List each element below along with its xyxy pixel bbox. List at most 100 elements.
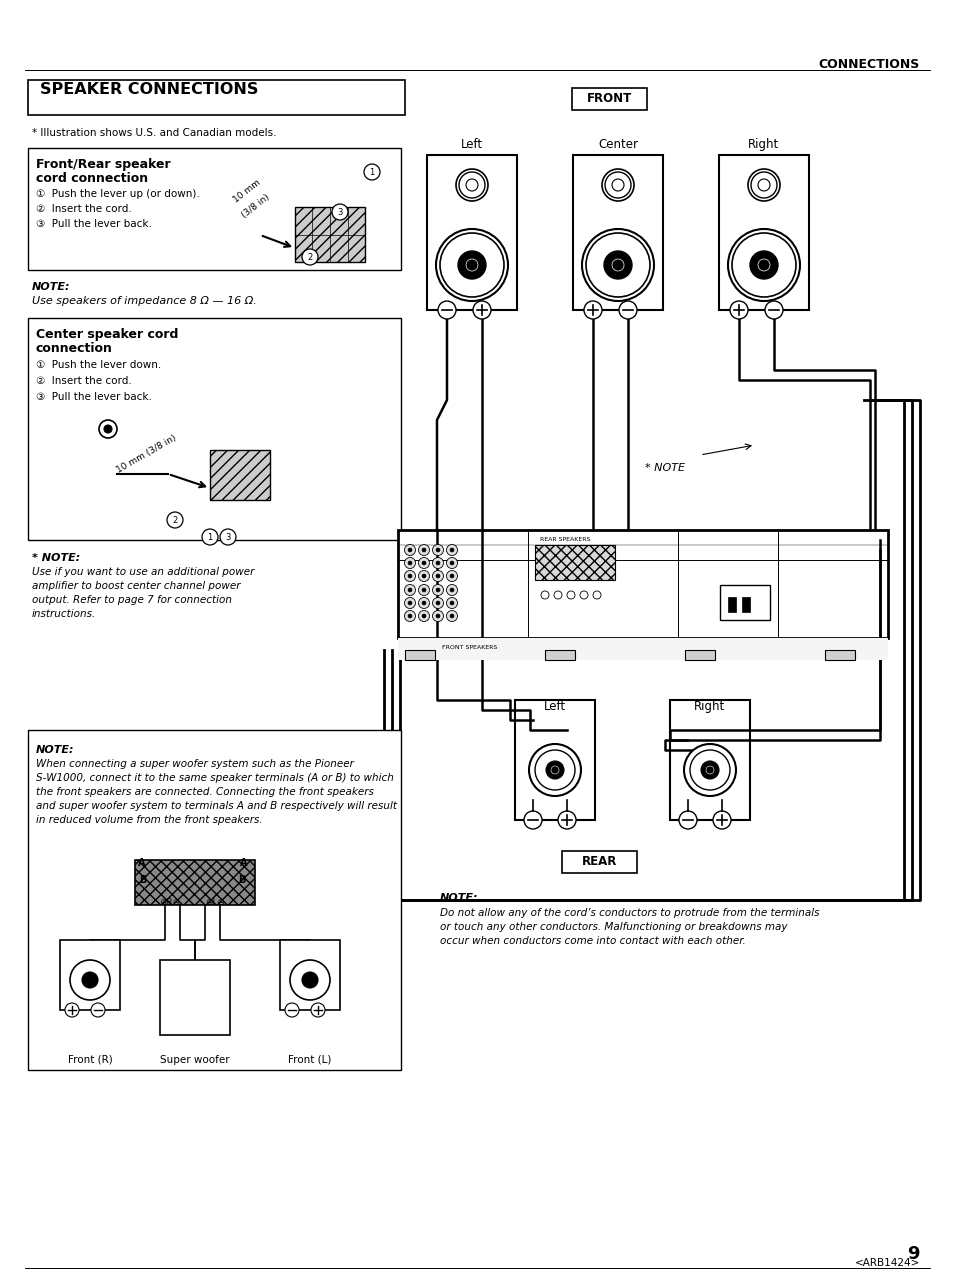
Circle shape bbox=[436, 601, 439, 605]
Text: 1: 1 bbox=[369, 168, 375, 177]
Circle shape bbox=[446, 570, 457, 582]
Bar bbox=[572, 88, 646, 110]
Circle shape bbox=[408, 574, 412, 578]
Circle shape bbox=[683, 744, 735, 796]
Bar bbox=[669, 700, 749, 820]
Text: ⊕L⊖: ⊕L⊖ bbox=[205, 898, 225, 907]
Circle shape bbox=[302, 249, 317, 265]
Circle shape bbox=[408, 588, 412, 592]
Text: amplifier to boost center channel power: amplifier to boost center channel power bbox=[32, 580, 240, 591]
Circle shape bbox=[436, 229, 507, 301]
Text: NOTE:: NOTE: bbox=[32, 282, 71, 292]
Text: and super woofer system to terminals A and B respectively will result: and super woofer system to terminals A a… bbox=[36, 801, 396, 812]
Bar bbox=[573, 155, 662, 310]
Text: Front (L): Front (L) bbox=[288, 1055, 332, 1066]
Circle shape bbox=[450, 588, 454, 592]
Circle shape bbox=[82, 972, 98, 988]
Circle shape bbox=[302, 972, 317, 988]
Circle shape bbox=[432, 584, 443, 596]
Circle shape bbox=[404, 584, 416, 596]
Text: Front/Rear speaker: Front/Rear speaker bbox=[36, 157, 171, 171]
Text: <ARB1424>: <ARB1424> bbox=[854, 1259, 919, 1267]
Text: 2: 2 bbox=[307, 253, 313, 262]
Circle shape bbox=[404, 597, 416, 608]
Circle shape bbox=[450, 574, 454, 578]
Circle shape bbox=[418, 597, 429, 608]
Circle shape bbox=[91, 1003, 105, 1017]
Circle shape bbox=[439, 232, 503, 297]
Text: occur when conductors come into contact with each other.: occur when conductors come into contact … bbox=[439, 936, 745, 946]
Text: 1: 1 bbox=[207, 532, 213, 541]
Circle shape bbox=[65, 1003, 79, 1017]
Circle shape bbox=[311, 1003, 325, 1017]
Circle shape bbox=[418, 570, 429, 582]
Circle shape bbox=[712, 812, 730, 829]
Text: A: A bbox=[138, 859, 146, 867]
Circle shape bbox=[583, 301, 601, 319]
Circle shape bbox=[758, 259, 769, 271]
Circle shape bbox=[612, 259, 623, 271]
Text: CONNECTIONS: CONNECTIONS bbox=[818, 58, 919, 71]
Circle shape bbox=[432, 597, 443, 608]
Circle shape bbox=[473, 301, 491, 319]
Bar bbox=[60, 940, 120, 1010]
Circle shape bbox=[104, 425, 112, 433]
Text: When connecting a super woofer system such as the Pioneer: When connecting a super woofer system su… bbox=[36, 759, 354, 770]
Circle shape bbox=[450, 601, 454, 605]
Bar bbox=[280, 940, 339, 1010]
Circle shape bbox=[432, 570, 443, 582]
Circle shape bbox=[421, 561, 426, 565]
Circle shape bbox=[523, 812, 541, 829]
Circle shape bbox=[364, 164, 379, 180]
Text: NOTE:: NOTE: bbox=[439, 893, 478, 903]
Circle shape bbox=[436, 588, 439, 592]
Text: A: A bbox=[240, 859, 247, 867]
Circle shape bbox=[446, 558, 457, 569]
Text: (3/8 in): (3/8 in) bbox=[240, 193, 271, 220]
Circle shape bbox=[418, 611, 429, 621]
Circle shape bbox=[581, 229, 654, 301]
Circle shape bbox=[418, 558, 429, 569]
Circle shape bbox=[436, 613, 439, 618]
Text: Left: Left bbox=[460, 138, 482, 151]
Text: REAR SPEAKERS: REAR SPEAKERS bbox=[539, 537, 590, 542]
Circle shape bbox=[551, 766, 558, 773]
Text: B: B bbox=[237, 875, 245, 885]
Circle shape bbox=[689, 751, 729, 790]
Text: Left: Left bbox=[543, 700, 565, 712]
Circle shape bbox=[612, 179, 623, 190]
Circle shape bbox=[408, 547, 412, 552]
Circle shape bbox=[446, 611, 457, 621]
Text: REAR: REAR bbox=[581, 855, 617, 867]
Text: the front speakers are connected. Connecting the front speakers: the front speakers are connected. Connec… bbox=[36, 787, 374, 798]
Circle shape bbox=[603, 251, 631, 279]
Circle shape bbox=[747, 169, 780, 201]
Bar bbox=[535, 545, 615, 580]
Text: Front (R): Front (R) bbox=[68, 1055, 112, 1066]
Bar bbox=[405, 650, 435, 660]
Text: SPEAKER CONNECTIONS: SPEAKER CONNECTIONS bbox=[40, 83, 258, 97]
Text: ②  Insert the cord.: ② Insert the cord. bbox=[36, 376, 132, 386]
Bar bbox=[544, 650, 575, 660]
Bar bbox=[515, 700, 595, 820]
Circle shape bbox=[450, 613, 454, 618]
Text: output. Refer to page 7 for connection: output. Refer to page 7 for connection bbox=[32, 596, 232, 605]
Circle shape bbox=[579, 591, 587, 599]
Circle shape bbox=[458, 171, 484, 198]
Text: ③  Pull the lever back.: ③ Pull the lever back. bbox=[36, 392, 152, 403]
Circle shape bbox=[404, 570, 416, 582]
Text: instructions.: instructions. bbox=[32, 610, 96, 618]
Circle shape bbox=[408, 613, 412, 618]
Bar bbox=[397, 530, 887, 638]
Text: 2: 2 bbox=[172, 516, 177, 525]
Circle shape bbox=[750, 171, 776, 198]
Text: * Illustration shows U.S. and Canadian models.: * Illustration shows U.S. and Canadian m… bbox=[32, 128, 276, 138]
Circle shape bbox=[70, 960, 110, 999]
Text: Do not allow any of the cord’s conductors to protrude from the terminals: Do not allow any of the cord’s conductor… bbox=[439, 908, 819, 918]
Text: ①  Push the lever up (or down).: ① Push the lever up (or down). bbox=[36, 189, 199, 199]
Circle shape bbox=[436, 547, 439, 552]
Bar bbox=[719, 155, 808, 310]
Text: FRONT: FRONT bbox=[587, 91, 632, 105]
Text: Super woofer: Super woofer bbox=[160, 1055, 230, 1066]
Text: Use if you want to use an additional power: Use if you want to use an additional pow… bbox=[32, 566, 254, 577]
